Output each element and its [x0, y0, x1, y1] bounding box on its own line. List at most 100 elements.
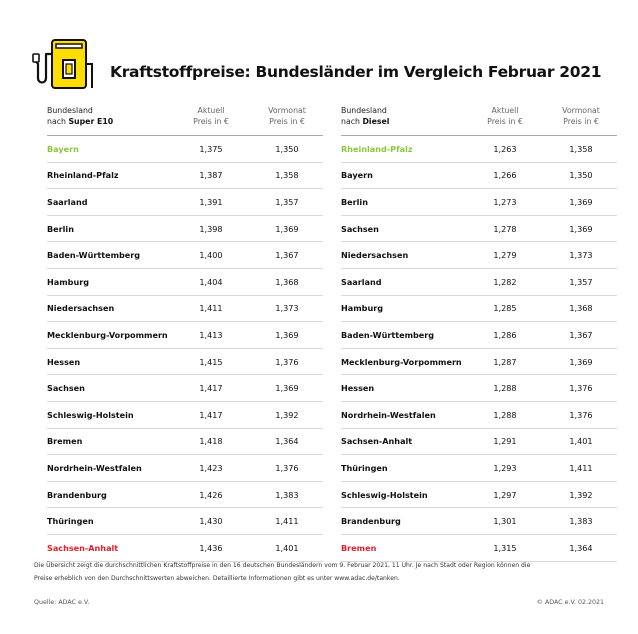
- aktuell-price-cell: 1,387: [199, 170, 223, 181]
- table-row: Niedersachsen 1,279 1,373: [341, 242, 617, 269]
- table-row: Sachsen-Anhalt 1,436 1,401: [47, 535, 323, 562]
- bundesland-cell: Berlin: [47, 223, 74, 234]
- bundesland-cell: Hamburg: [47, 276, 90, 287]
- copyright-label: © ADAC e.V. 02.2021: [536, 599, 604, 606]
- bundesland-cell: Sachsen: [47, 383, 85, 394]
- table-row: Hamburg 1,404 1,368: [47, 269, 323, 296]
- table-row: Nordrhein-Westfalen 1,423 1,376: [47, 455, 323, 482]
- bundesland-cell: Nordrhein-Westfalen: [47, 462, 142, 473]
- table-row: Thüringen 1,293 1,411: [341, 455, 617, 482]
- column-header-aktuell: Aktuell Preis in €: [487, 106, 523, 126]
- vormonat-price-cell: 1,364: [275, 436, 299, 447]
- table-row: Thüringen 1,430 1,411: [47, 508, 323, 535]
- table-row: Berlin 1,273 1,369: [341, 189, 617, 216]
- aktuell-price-cell: 1,417: [199, 383, 223, 394]
- footnote: Die Übersicht zeigt die durchschnittlich…: [34, 562, 531, 582]
- table-row: Niedersachsen 1,411 1,373: [47, 296, 323, 323]
- aktuell-price-cell: 1,293: [493, 462, 517, 473]
- aktuell-price-cell: 1,315: [493, 542, 517, 553]
- aktuell-price-cell: 1,297: [493, 489, 517, 500]
- table-row: Saarland 1,391 1,357: [47, 189, 323, 216]
- aktuell-price-cell: 1,404: [199, 276, 223, 287]
- vormonat-price-cell: 1,376: [569, 383, 593, 394]
- vormonat-price-cell: 1,369: [569, 223, 593, 234]
- vormonat-price-cell: 1,376: [275, 356, 299, 367]
- vormonat-price-cell: 1,369: [275, 223, 299, 234]
- vormonat-price-cell: 1,376: [275, 462, 299, 473]
- table-row: Hessen 1,288 1,376: [341, 375, 617, 402]
- aktuell-price-cell: 1,426: [199, 489, 223, 500]
- bundesland-cell: Niedersachsen: [47, 303, 115, 314]
- aktuell-price-cell: 1,411: [199, 303, 223, 314]
- aktuell-price-cell: 1,286: [493, 329, 517, 340]
- table-row: Nordrhein-Westfalen 1,288 1,376: [341, 402, 617, 429]
- vormonat-price-cell: 1,369: [275, 383, 299, 394]
- vormonat-price-cell: 1,357: [275, 196, 299, 207]
- table-row: Rheinland-Pfalz 1,387 1,358: [47, 163, 323, 190]
- bundesland-cell: Saarland: [47, 196, 88, 207]
- vormonat-price-cell: 1,364: [569, 542, 593, 553]
- bundesland-cell: Hamburg: [341, 303, 384, 314]
- table-row: Mecklenburg-Vorpommern 1,413 1,369: [47, 322, 323, 349]
- table-header: Bundesland nach Diesel Aktuell Preis in €…: [341, 105, 617, 136]
- vormonat-price-cell: 1,369: [569, 196, 593, 207]
- bundesland-cell: Mecklenburg-Vorpommern: [341, 356, 462, 367]
- aktuell-price-cell: 1,287: [493, 356, 517, 367]
- bundesland-cell: Saarland: [341, 276, 382, 287]
- aktuell-price-cell: 1,417: [199, 409, 223, 420]
- vormonat-price-cell: 1,357: [569, 276, 593, 287]
- vormonat-price-cell: 1,401: [275, 542, 299, 553]
- vormonat-price-cell: 1,367: [569, 329, 593, 340]
- vormonat-price-cell: 1,411: [569, 462, 593, 473]
- super-e10-table: Bundesland nach Super E10 Aktuell Preis i…: [47, 105, 323, 562]
- aktuell-price-cell: 1,273: [493, 196, 517, 207]
- vormonat-price-cell: 1,367: [275, 250, 299, 261]
- table-body: Rheinland-Pfalz 1,263 1,358 Bayern 1,266 1,35…: [341, 136, 617, 562]
- aktuell-price-cell: 1,415: [199, 356, 223, 367]
- aktuell-price-cell: 1,278: [493, 223, 517, 234]
- bundesland-cell: Hessen: [47, 356, 81, 367]
- aktuell-price-cell: 1,436: [199, 542, 223, 553]
- table-row: Bremen 1,315 1,364: [341, 535, 617, 562]
- bundesland-cell: Bremen: [341, 542, 377, 553]
- bundesland-cell: Thüringen: [47, 516, 94, 527]
- vormonat-price-cell: 1,358: [275, 170, 299, 181]
- aktuell-price-cell: 1,288: [493, 409, 517, 420]
- aktuell-price-cell: 1,400: [199, 250, 223, 261]
- bundesland-cell: Sachsen: [341, 223, 379, 234]
- table-row: Hessen 1,415 1,376: [47, 349, 323, 376]
- vormonat-price-cell: 1,392: [569, 489, 593, 500]
- bundesland-cell: Rheinland-Pfalz: [341, 143, 413, 154]
- vormonat-price-cell: 1,350: [569, 170, 593, 181]
- table-row: Mecklenburg-Vorpommern 1,287 1,369: [341, 349, 617, 376]
- aktuell-price-cell: 1,291: [493, 436, 517, 447]
- aktuell-price-cell: 1,263: [493, 143, 517, 154]
- table-row: Hamburg 1,285 1,368: [341, 296, 617, 323]
- table-row: Sachsen 1,278 1,369: [341, 216, 617, 243]
- bundesland-cell: Nordrhein-Westfalen: [341, 409, 436, 420]
- column-header-vormonat: Vormonat Preis in €: [562, 106, 600, 126]
- vormonat-price-cell: 1,392: [275, 409, 299, 420]
- table-row: Rheinland-Pfalz 1,263 1,358: [341, 136, 617, 163]
- column-header-bundesland: Bundesland nach Super E10: [47, 106, 114, 126]
- bundesland-cell: Bremen: [47, 436, 83, 447]
- bundesland-cell: Bayern: [47, 143, 79, 154]
- vormonat-price-cell: 1,411: [275, 516, 299, 527]
- table-row: Schleswig-Holstein 1,297 1,392: [341, 482, 617, 509]
- vormonat-price-cell: 1,369: [275, 329, 299, 340]
- vormonat-price-cell: 1,376: [569, 409, 593, 420]
- aktuell-price-cell: 1,391: [199, 196, 223, 207]
- vormonat-price-cell: 1,368: [275, 276, 299, 287]
- bundesland-cell: Thüringen: [341, 462, 388, 473]
- table-row: Bayern 1,266 1,350: [341, 163, 617, 190]
- diesel-table: Bundesland nach Diesel Aktuell Preis in €…: [341, 105, 617, 562]
- page-title: Kraftstoffpreise: Bundesländer im Vergle…: [110, 63, 602, 81]
- source-label: Quelle: ADAC e.V.: [34, 599, 90, 606]
- table-row: Sachsen-Anhalt 1,291 1,401: [341, 429, 617, 456]
- bundesland-cell: Mecklenburg-Vorpommern: [47, 329, 168, 340]
- table-row: Saarland 1,282 1,357: [341, 269, 617, 296]
- column-header-vormonat: Vormonat Preis in €: [268, 106, 306, 126]
- table-row: Brandenburg 1,426 1,383: [47, 482, 323, 509]
- aktuell-price-cell: 1,266: [493, 170, 517, 181]
